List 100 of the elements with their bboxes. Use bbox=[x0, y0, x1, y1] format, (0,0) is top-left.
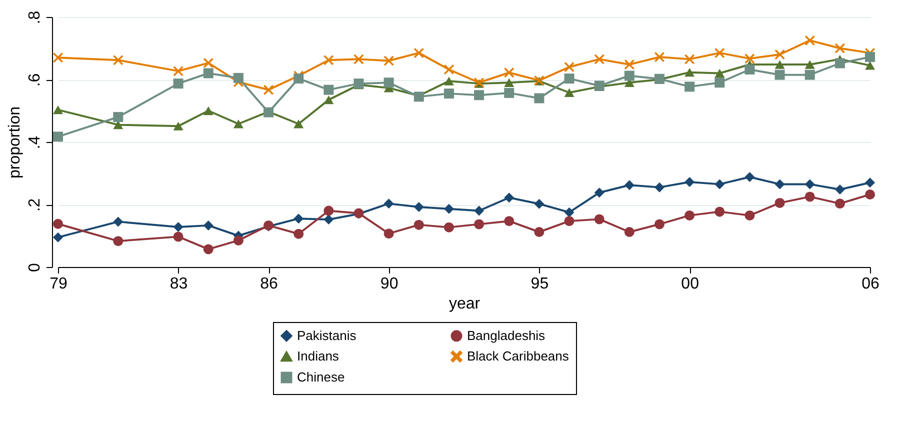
legend-label: Pakistanis bbox=[297, 328, 357, 343]
legend-label: Chinese bbox=[297, 370, 345, 384]
point bbox=[804, 35, 815, 46]
point bbox=[684, 177, 695, 187]
point bbox=[804, 192, 815, 202]
point bbox=[324, 95, 334, 104]
point bbox=[744, 172, 755, 182]
point bbox=[834, 198, 845, 209]
legend-label: Bangladeshis bbox=[467, 328, 546, 343]
point bbox=[684, 82, 695, 92]
point bbox=[294, 214, 304, 224]
point bbox=[714, 78, 725, 88]
point bbox=[774, 198, 785, 208]
x-tick-label: 95 bbox=[530, 276, 549, 292]
x-tick-label: 86 bbox=[260, 276, 278, 292]
point bbox=[624, 70, 634, 81]
point bbox=[564, 74, 574, 84]
point bbox=[113, 55, 124, 66]
point bbox=[865, 190, 875, 200]
point bbox=[684, 210, 695, 220]
point bbox=[233, 72, 244, 83]
point bbox=[624, 60, 634, 70]
point bbox=[654, 52, 664, 62]
point bbox=[834, 43, 845, 54]
x-tick-label: 06 bbox=[862, 276, 880, 292]
point bbox=[534, 227, 544, 237]
point bbox=[53, 132, 63, 142]
point bbox=[324, 214, 334, 224]
point bbox=[414, 220, 424, 230]
point bbox=[203, 106, 214, 116]
point bbox=[173, 66, 184, 76]
point bbox=[173, 78, 184, 89]
point bbox=[294, 228, 304, 239]
point bbox=[804, 70, 815, 80]
point bbox=[534, 198, 544, 209]
point bbox=[233, 235, 244, 246]
x-axis-title: year bbox=[448, 296, 481, 312]
point bbox=[865, 52, 875, 62]
point bbox=[714, 48, 725, 58]
point bbox=[684, 54, 695, 64]
point bbox=[233, 120, 244, 128]
x-tick-label: 90 bbox=[380, 276, 398, 292]
point bbox=[834, 58, 845, 68]
point bbox=[564, 216, 574, 226]
point bbox=[865, 178, 875, 188]
point bbox=[654, 182, 664, 192]
point bbox=[53, 218, 63, 229]
point bbox=[173, 122, 184, 130]
point bbox=[203, 220, 214, 230]
y-tick-label: 0 bbox=[26, 262, 44, 272]
point bbox=[594, 188, 604, 198]
point bbox=[203, 58, 214, 68]
point bbox=[865, 61, 875, 70]
point bbox=[53, 105, 63, 114]
x-tick-label: 83 bbox=[170, 276, 188, 292]
point bbox=[384, 228, 394, 239]
legend-label: Black Caribbeans bbox=[467, 348, 570, 364]
point bbox=[203, 68, 214, 78]
point bbox=[534, 93, 544, 104]
point bbox=[774, 60, 785, 69]
point bbox=[384, 78, 394, 88]
point bbox=[474, 206, 484, 216]
point bbox=[774, 179, 785, 190]
y-tick-label: .6 bbox=[26, 73, 44, 87]
point bbox=[594, 54, 604, 64]
point bbox=[113, 236, 124, 246]
point bbox=[624, 180, 634, 190]
x-tick-label: 00 bbox=[681, 276, 700, 292]
point bbox=[354, 54, 364, 64]
point bbox=[624, 227, 634, 237]
point bbox=[113, 216, 124, 227]
point bbox=[444, 64, 454, 74]
point bbox=[324, 206, 334, 216]
point bbox=[53, 232, 63, 242]
point bbox=[744, 210, 755, 220]
point bbox=[264, 84, 274, 95]
point bbox=[714, 206, 725, 217]
point bbox=[654, 219, 664, 230]
point bbox=[714, 179, 725, 190]
point bbox=[834, 184, 845, 194]
point bbox=[774, 50, 785, 60]
point bbox=[113, 112, 124, 122]
legend-label: Indians bbox=[297, 348, 340, 364]
point bbox=[504, 216, 514, 226]
y-tick-label: .2 bbox=[26, 198, 44, 212]
point bbox=[474, 219, 484, 230]
point bbox=[714, 68, 725, 78]
y-tick-label: .8 bbox=[26, 10, 44, 24]
point bbox=[324, 84, 334, 95]
y-tick-label: .4 bbox=[26, 136, 44, 150]
point bbox=[564, 88, 574, 97]
point bbox=[564, 207, 574, 218]
point bbox=[414, 202, 424, 212]
point bbox=[474, 90, 484, 100]
point bbox=[774, 70, 785, 80]
point bbox=[384, 56, 394, 66]
point bbox=[294, 120, 304, 128]
point bbox=[173, 232, 184, 242]
point bbox=[504, 78, 514, 87]
point bbox=[504, 68, 514, 78]
